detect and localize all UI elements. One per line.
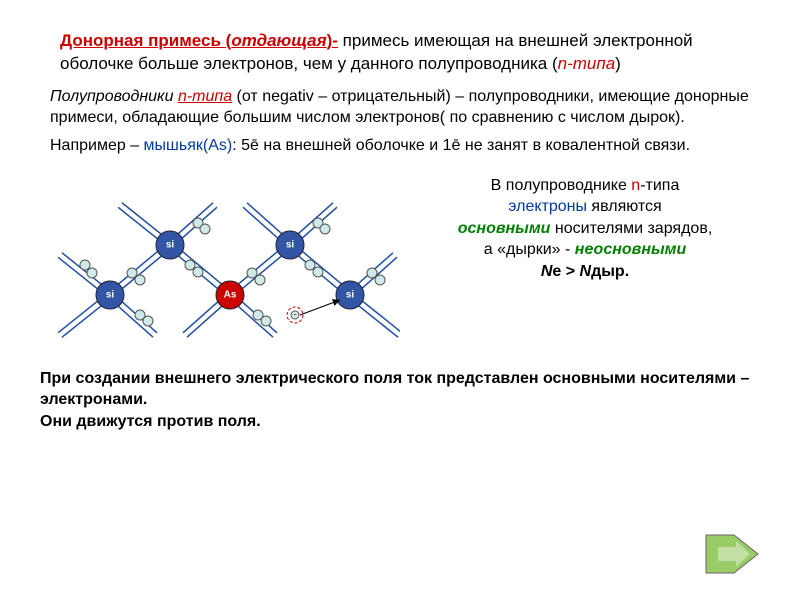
bottom-l1: При создании внешнего электрического пол… xyxy=(40,368,760,411)
rc-l5: Ne > Nдыр. xyxy=(541,263,629,280)
next-slide-button[interactable] xyxy=(704,533,760,575)
title-rest2: ) xyxy=(615,54,621,73)
def-nunder: n-типа xyxy=(178,88,232,105)
title-term-italic: отдающая xyxy=(231,31,326,50)
svg-text:As: As xyxy=(224,289,237,300)
bottom-l2: Они движутся против поля. xyxy=(40,411,760,433)
bottom-text: При создании внешнего электрического пол… xyxy=(40,368,760,433)
svg-text:-: - xyxy=(293,309,296,320)
example-line: Например – мышьяк(As): 5ē на внешней обо… xyxy=(40,135,760,157)
example-rest: : 5ē на внешней оболочке и 1ē не занят в… xyxy=(232,137,690,154)
lattice-diagram: si si As si si - xyxy=(40,165,400,360)
title-term-close: )- xyxy=(327,31,338,50)
svg-text:si: si xyxy=(346,289,355,300)
rc-l4b: неосновными xyxy=(575,241,686,258)
title-paragraph: Донорная примесь (отдающая)- примесь име… xyxy=(40,30,760,76)
svg-text:si: si xyxy=(166,239,175,250)
rc-l1a: В полупроводнике xyxy=(491,177,632,194)
rc-l2b: являются xyxy=(587,198,662,215)
diagram-area: si si As si si - В полупроводнике n-типа элек… xyxy=(40,165,760,360)
rc-l1b: n xyxy=(631,177,640,194)
svg-text:si: si xyxy=(286,239,295,250)
ntype-definition: Полупроводники n-типа (от negativ – отри… xyxy=(40,86,760,129)
rc-l4a: а «дырки» - xyxy=(484,241,575,258)
rc-l3b: носителями зарядов, xyxy=(550,220,712,237)
example-lead: Например – xyxy=(50,137,144,154)
rc-l1c: -типа xyxy=(640,177,679,194)
example-arsenic: мышьяк(As) xyxy=(144,137,233,154)
title-ntype: n-типа xyxy=(558,54,616,73)
def-lead: Полупроводники xyxy=(50,88,178,105)
rc-l3: основными xyxy=(458,220,551,237)
title-term: Донорная примесь ( xyxy=(60,31,231,50)
rc-l2: электроны xyxy=(508,198,587,215)
right-caption: В полупроводнике n-типа электроны являют… xyxy=(400,165,760,283)
svg-text:si: si xyxy=(106,289,115,300)
